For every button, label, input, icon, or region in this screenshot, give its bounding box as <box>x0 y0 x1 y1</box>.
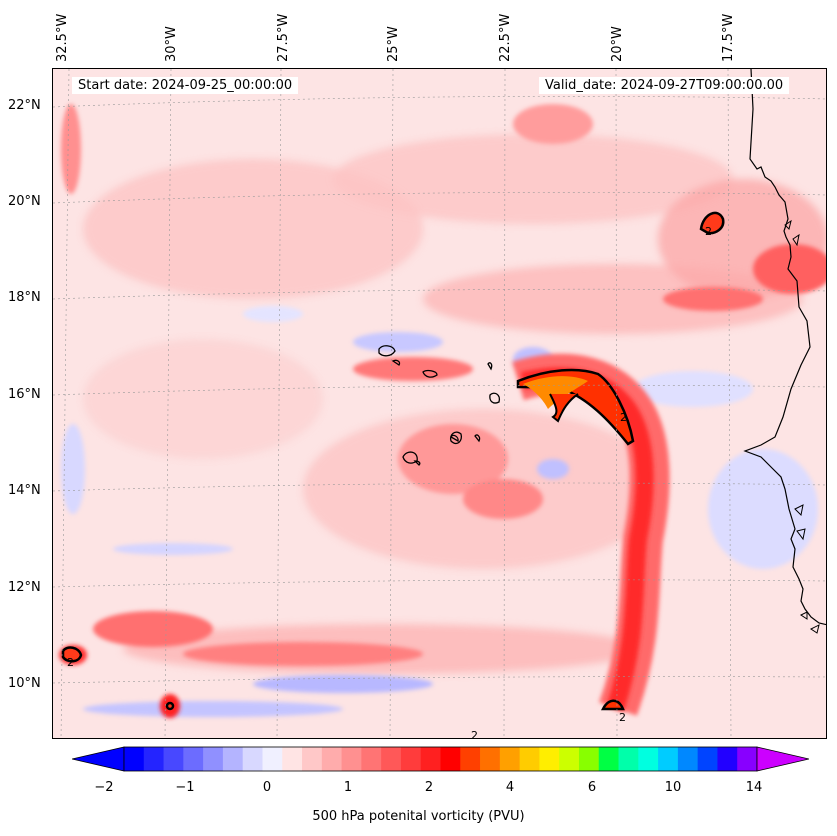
colorbar-label: 500 hPa potenital vorticity (PVU) <box>312 809 525 824</box>
colorbar-tick-neg1: −1 <box>175 780 195 795</box>
lat-label-16n: 16°N <box>8 387 41 402</box>
colorbar-swatch <box>658 747 679 771</box>
colorbar-swatch <box>717 747 738 771</box>
colorbar-tick-4: 4 <box>505 780 515 795</box>
lat-label-18n: 18°N <box>8 290 41 305</box>
potential-vorticity-field: 2 2 2 2 2 <box>53 69 826 739</box>
colorbar-swatch <box>677 747 699 771</box>
pv-2-contours <box>61 211 725 711</box>
african-coastline <box>743 69 826 626</box>
contour-label-bottom: 2 <box>471 729 478 739</box>
pv-positive-features <box>59 104 826 718</box>
colorbar-swatch <box>420 747 441 771</box>
colorbar-tick-0: 0 <box>262 780 272 795</box>
lat-label-14n: 14°N <box>8 483 41 498</box>
colorbar-swatch <box>578 747 600 771</box>
lat-label-20n: 20°N <box>8 194 41 209</box>
lon-label-32-5w: 32.5°W <box>55 13 70 62</box>
colorbar-swatch <box>697 747 718 771</box>
colorbar-swatch <box>400 747 422 771</box>
lat-label-10n: 10°N <box>8 676 41 691</box>
colorbar-swatch <box>203 747 224 771</box>
valid-date-label: Valid_date: 2024-09-27T09:00:00.00 <box>539 77 790 94</box>
colorbar-swatch <box>242 747 263 771</box>
lon-label-27-5w: 27.5°W <box>276 13 291 62</box>
colorbar-swatch <box>183 747 204 771</box>
contour-label-south: 2 <box>619 711 626 724</box>
colorbar-swatch <box>480 747 501 771</box>
colorbar-swatch <box>262 747 283 771</box>
colorbar-tick-neg2: −2 <box>94 780 114 795</box>
colorbar-swatch <box>302 747 323 771</box>
colorbar-swatch <box>519 747 540 771</box>
colorbar-swatch <box>618 747 639 771</box>
contour-label-west: 2 <box>67 656 74 669</box>
colorbar-swatch <box>282 747 303 771</box>
lat-label-22n: 22°N <box>8 98 41 113</box>
lon-label-30w: 30°W <box>164 26 179 62</box>
lat-label-12n: 12°N <box>8 580 41 595</box>
colorbar-tick-6: 6 <box>587 780 597 795</box>
colorbar-tick-1: 1 <box>343 780 353 795</box>
lon-label-25w: 25°W <box>386 26 401 62</box>
colorbar-tick-10: 10 <box>664 780 682 795</box>
map-panel[interactable]: 2 2 2 2 2 <box>52 68 827 739</box>
contour-label-africa: 2 <box>705 225 712 238</box>
colorbar-swatch <box>737 747 758 771</box>
colorbar-swatch <box>381 747 402 771</box>
colorbar-min-arrow <box>72 746 125 772</box>
colorbar-swatch <box>163 747 184 771</box>
graticule <box>53 69 826 738</box>
colorbar-swatch <box>460 747 481 771</box>
pv-streamer <box>512 353 670 716</box>
lon-label-20w: 20°W <box>610 26 625 62</box>
colorbar-swatch <box>321 747 342 771</box>
coastal-islands <box>784 219 820 634</box>
colorbar-swatch <box>598 747 619 771</box>
colorbar-swatch <box>559 747 580 771</box>
colorbar-swatch <box>124 747 145 771</box>
cape-verde-islands <box>378 345 500 466</box>
colorbar-tick-2: 2 <box>424 780 434 795</box>
colorbar-swatch <box>539 747 560 771</box>
colorbar-swatch <box>222 747 244 771</box>
colorbar-swatch <box>440 747 461 771</box>
colorbar-swatch <box>341 747 362 771</box>
colorbar-swatch <box>143 747 164 771</box>
start-date-label: Start date: 2024-09-25_00:00:00 <box>72 77 299 94</box>
colorbar-tick-14: 14 <box>745 780 763 795</box>
colorbar-swatch <box>638 747 659 771</box>
contour-label-streamer: 2 <box>620 411 627 424</box>
colorbar <box>72 746 809 772</box>
lon-label-17-5w: 17.5°W <box>721 13 736 62</box>
lon-label-22-5w: 22.5°W <box>498 13 513 62</box>
colorbar-swatches <box>123 746 758 772</box>
colorbar-swatch <box>361 747 382 771</box>
colorbar-swatch <box>499 747 521 771</box>
colorbar-max-arrow <box>756 746 809 772</box>
